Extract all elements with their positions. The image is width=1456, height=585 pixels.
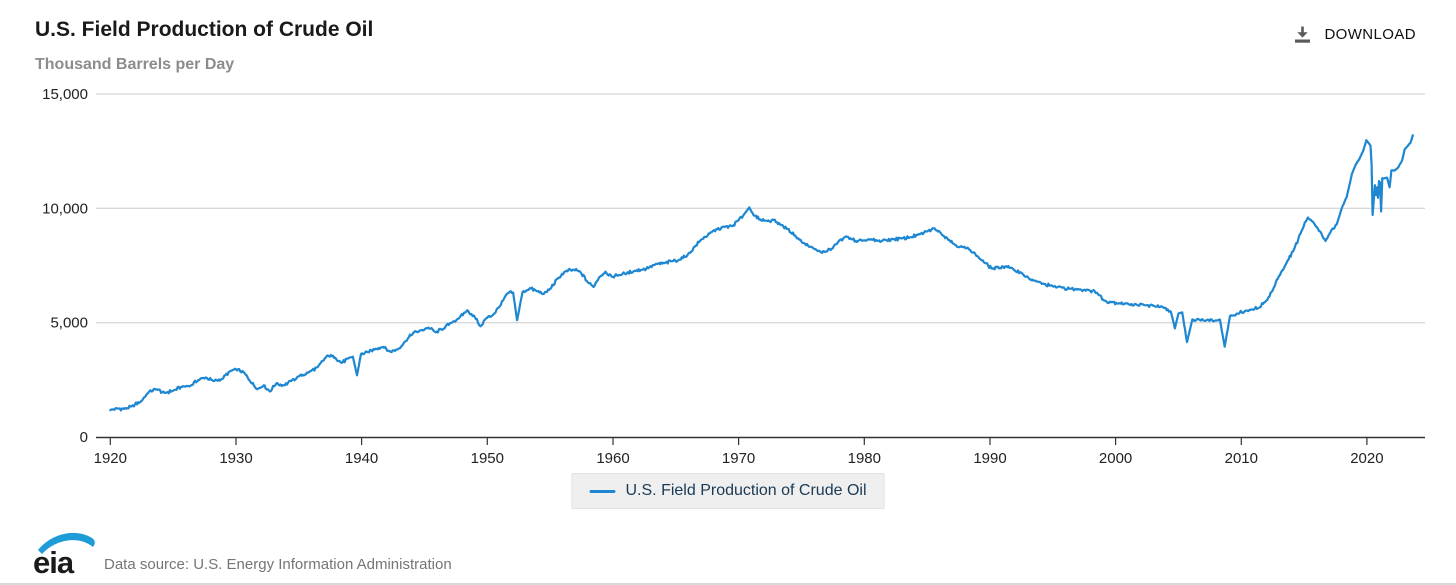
legend-item[interactable]: U.S. Field Production of Crude Oil bbox=[571, 473, 885, 509]
x-tick-label: 1920 bbox=[94, 450, 127, 467]
eia-logo[interactable]: eia bbox=[32, 529, 102, 584]
x-tick-label: 2020 bbox=[1350, 450, 1383, 467]
x-tick-label: 1950 bbox=[471, 450, 504, 467]
x-tick-label: 2010 bbox=[1225, 450, 1258, 467]
legend-line-swatch bbox=[589, 489, 616, 493]
download-icon bbox=[1292, 24, 1313, 45]
page-title: U.S. Field Production of Crude Oil bbox=[35, 18, 374, 41]
x-tick-label: 1940 bbox=[345, 450, 378, 467]
production-series-line bbox=[109, 134, 1414, 412]
bottom-divider bbox=[0, 583, 1456, 585]
x-tick-label: 1980 bbox=[848, 450, 881, 467]
y-tick-label: 15,000 bbox=[42, 86, 88, 103]
svg-text:eia: eia bbox=[33, 545, 75, 579]
y-tick-label: 5,000 bbox=[50, 315, 88, 332]
x-tick-label: 1930 bbox=[219, 450, 252, 467]
download-label: DOWNLOAD bbox=[1324, 26, 1416, 43]
y-tick-label: 10,000 bbox=[42, 200, 88, 217]
download-button[interactable]: DOWNLOAD bbox=[1292, 24, 1416, 45]
x-tick-label: 1970 bbox=[722, 450, 755, 467]
x-tick-label: 1990 bbox=[973, 450, 1006, 467]
x-tick-label: 2000 bbox=[1099, 450, 1132, 467]
legend-label: U.S. Field Production of Crude Oil bbox=[625, 482, 867, 499]
chart-units-subtitle: Thousand Barrels per Day bbox=[35, 56, 235, 73]
eia-logo-swoosh bbox=[38, 532, 95, 554]
x-tick-label: 1960 bbox=[596, 450, 629, 467]
data-source-text: Data source: U.S. Energy Information Adm… bbox=[104, 556, 452, 573]
y-tick-label: 0 bbox=[80, 429, 88, 446]
crude-oil-chart[interactable]: 1920 1930 1940 1950 1960 1970 1980 1990 2000 2010… bbox=[0, 0, 1456, 470]
